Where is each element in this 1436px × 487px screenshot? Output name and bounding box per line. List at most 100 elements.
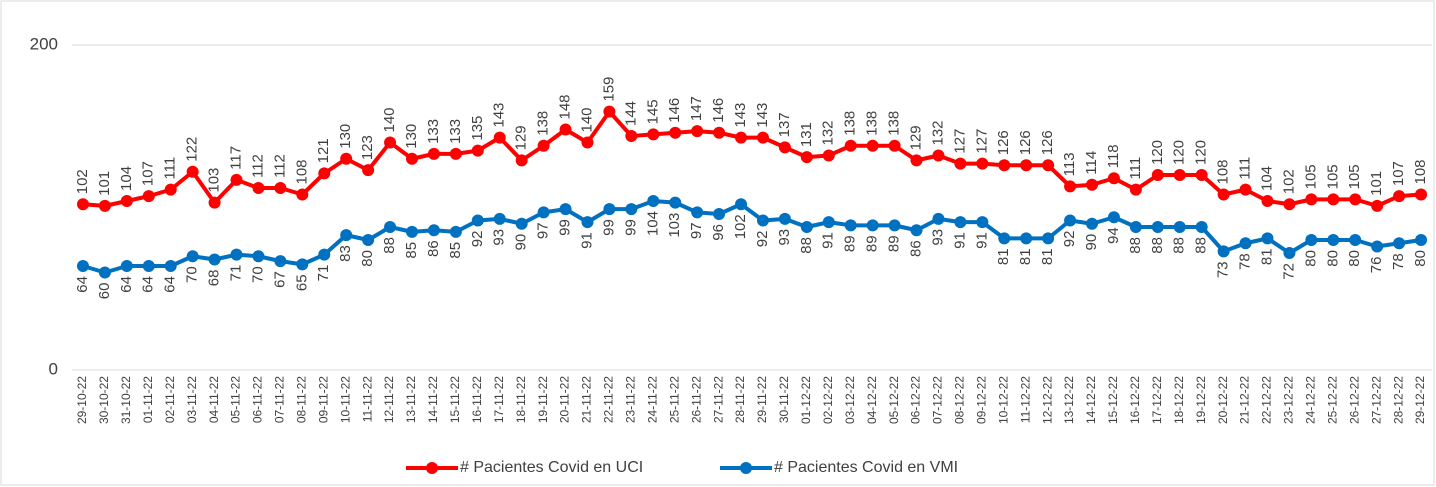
data-label: 148 bbox=[557, 94, 574, 119]
x-tick-label: 04-11-22 bbox=[207, 376, 221, 423]
data-label: 105 bbox=[1302, 164, 1319, 189]
x-tick-label: 06-11-22 bbox=[251, 376, 265, 423]
x-tick-label: 20-11-22 bbox=[558, 376, 572, 423]
data-label: 111 bbox=[1237, 157, 1254, 180]
data-point bbox=[340, 152, 353, 165]
data-label: 122 bbox=[184, 137, 201, 162]
data-label: 145 bbox=[644, 99, 661, 124]
data-label: 147 bbox=[688, 96, 705, 121]
data-label: 103 bbox=[206, 168, 223, 193]
data-label: 76 bbox=[1368, 257, 1385, 274]
x-tick-label: 27-12-22 bbox=[1369, 376, 1383, 424]
data-label: 88 bbox=[1193, 237, 1210, 254]
data-point bbox=[120, 260, 133, 272]
x-tick-label: 18-12-22 bbox=[1172, 376, 1186, 424]
data-point bbox=[208, 253, 221, 266]
data-point bbox=[1020, 159, 1033, 172]
x-tick-label: 23-12-22 bbox=[1282, 376, 1296, 424]
data-label: 78 bbox=[1237, 253, 1254, 270]
x-tick-label: 14-11-22 bbox=[426, 376, 440, 423]
data-point bbox=[910, 224, 923, 237]
x-tick-label: 13-11-22 bbox=[404, 376, 418, 423]
data-point bbox=[976, 216, 989, 229]
x-tick-label: 02-12-22 bbox=[821, 376, 835, 424]
data-point bbox=[493, 131, 506, 144]
data-label: 83 bbox=[337, 245, 354, 262]
data-point bbox=[1349, 193, 1362, 206]
data-point bbox=[537, 206, 550, 219]
legend-marker bbox=[426, 462, 438, 474]
data-label: 93 bbox=[929, 229, 946, 246]
data-point bbox=[406, 225, 418, 238]
data-point bbox=[844, 219, 857, 232]
data-point bbox=[362, 164, 375, 177]
data-label: 101 bbox=[1368, 171, 1385, 196]
x-tick-label: 15-11-22 bbox=[448, 376, 462, 423]
legend-label: # Pacientes Covid en VMI bbox=[774, 459, 958, 476]
data-label: 73 bbox=[1215, 261, 1232, 278]
data-point bbox=[1107, 172, 1120, 185]
data-label: 81 bbox=[995, 248, 1012, 265]
data-point bbox=[164, 183, 177, 196]
data-point bbox=[888, 219, 901, 232]
data-point bbox=[208, 196, 221, 209]
data-point bbox=[954, 216, 967, 229]
data-label: 64 bbox=[118, 276, 135, 293]
data-label: 159 bbox=[600, 77, 617, 102]
data-point bbox=[1173, 221, 1186, 233]
data-label: 92 bbox=[754, 231, 771, 248]
data-label: 120 bbox=[1171, 140, 1188, 165]
data-point bbox=[1217, 188, 1230, 201]
data-label: 120 bbox=[1193, 140, 1210, 165]
data-label: 138 bbox=[864, 111, 881, 136]
data-label: 93 bbox=[491, 229, 508, 246]
data-label: 123 bbox=[359, 135, 376, 160]
data-point bbox=[1371, 240, 1384, 253]
x-tick-label: 12-11-22 bbox=[382, 376, 396, 423]
data-point bbox=[1042, 159, 1055, 172]
data-label: 97 bbox=[688, 222, 705, 239]
data-label: 80 bbox=[1324, 250, 1341, 267]
data-label: 135 bbox=[469, 116, 486, 141]
data-point bbox=[581, 216, 594, 229]
data-label: 102 bbox=[732, 214, 749, 239]
data-point bbox=[581, 136, 594, 149]
data-point bbox=[1239, 183, 1252, 196]
data-point bbox=[1042, 232, 1055, 245]
data-label: 99 bbox=[557, 219, 574, 236]
x-tick-label: 18-11-22 bbox=[514, 376, 528, 423]
data-point bbox=[142, 260, 155, 272]
data-label: 91 bbox=[973, 232, 990, 249]
data-label: 140 bbox=[381, 107, 398, 132]
data-label: 64 bbox=[162, 276, 179, 293]
data-label: 138 bbox=[842, 111, 859, 136]
x-tick-label: 26-11-22 bbox=[689, 376, 703, 423]
data-point bbox=[976, 157, 989, 170]
x-tick-label: 20-12-22 bbox=[1216, 376, 1230, 424]
data-point bbox=[822, 216, 835, 229]
data-point bbox=[954, 157, 967, 170]
data-label: 65 bbox=[293, 274, 310, 291]
data-label: 111 bbox=[1127, 157, 1144, 180]
x-tick-label: 09-11-22 bbox=[316, 376, 330, 423]
data-label: 92 bbox=[1061, 231, 1078, 248]
x-tick-label: 07-11-22 bbox=[273, 376, 287, 423]
data-label: 133 bbox=[425, 119, 442, 144]
data-point bbox=[910, 154, 923, 167]
x-tick-label: 02-11-22 bbox=[163, 376, 177, 423]
data-point bbox=[756, 214, 769, 227]
data-label: 70 bbox=[249, 266, 266, 283]
data-label: 81 bbox=[1039, 248, 1056, 265]
x-tick-label: 01-11-22 bbox=[141, 376, 155, 423]
data-point bbox=[559, 123, 572, 136]
data-point bbox=[274, 255, 287, 268]
data-point bbox=[1151, 221, 1164, 233]
data-label: 143 bbox=[732, 103, 749, 128]
data-point bbox=[866, 139, 879, 152]
data-point bbox=[384, 221, 397, 233]
data-label: 130 bbox=[403, 124, 420, 149]
data-point bbox=[1064, 180, 1077, 193]
data-label: 88 bbox=[1127, 237, 1144, 254]
data-point bbox=[515, 154, 528, 167]
